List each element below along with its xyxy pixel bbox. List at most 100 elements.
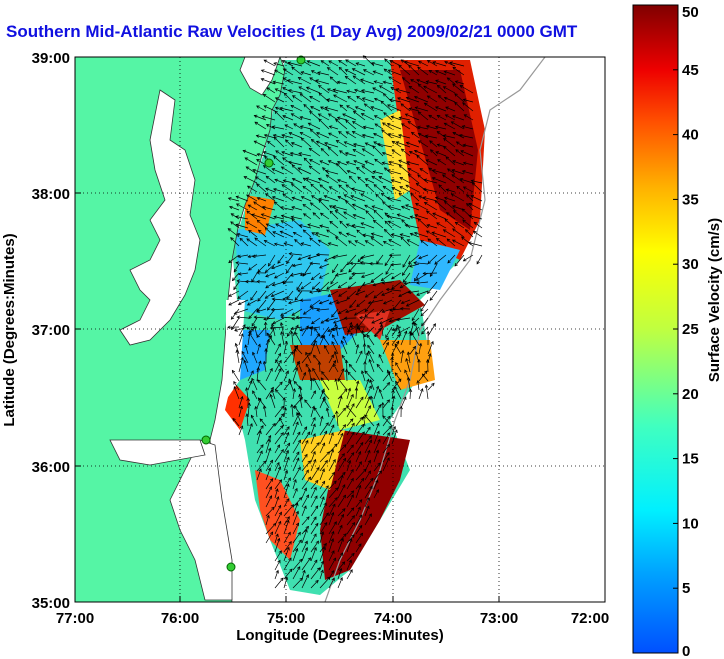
velocity-arrow [301,460,311,472]
velocity-arrow [382,415,393,427]
velocity-arrow-head [293,479,297,483]
velocity-arrow [288,161,303,166]
velocity-arrow-head [455,141,460,145]
velocity-arrow-head [341,508,346,512]
velocity-arrow [389,308,402,311]
velocity-arrow [329,221,339,229]
velocity-arrow [384,229,393,238]
velocity-arrow [346,553,355,562]
velocity-arrow-head [271,168,276,172]
velocity-arrow [444,97,456,103]
velocity-arrow-head [387,220,392,224]
velocity-arrow-head [300,242,305,246]
velocity-arrow [347,96,357,103]
velocity-arrow [360,254,375,259]
velocity-arrow-head [417,358,421,363]
velocity-arrow-head [436,84,441,89]
velocity-arrow-head [324,106,329,110]
velocity-arrow [446,238,456,247]
velocity-arrow-head [315,479,319,484]
velocity-arrow-head [237,295,241,299]
velocity-arrow [326,281,339,290]
velocity-arrow [400,233,411,238]
velocity-arrow-head [251,213,255,217]
velocity-arrow-head [381,309,386,314]
velocity-arrow-head [384,212,389,216]
velocity-arrow [319,502,327,517]
velocity-arrow [265,193,276,202]
velocity-arrow-head [370,278,375,283]
velocity-arrow-head [316,442,320,446]
velocity-arrow-head [315,79,319,83]
velocity-arrow [364,435,372,445]
velocity-arrow [256,105,267,112]
station-marker [226,562,236,572]
velocity-arrow [230,237,240,247]
velocity-arrow-head [263,317,267,321]
velocity-arrow-head [324,430,328,435]
velocity-arrow [356,299,366,307]
velocity-arrow-head [323,542,327,547]
velocity-arrow [310,423,316,436]
velocity-arrow-head [282,397,287,401]
velocity-arrow-head [275,359,279,363]
velocity-arrow [301,469,309,481]
velocity-arrow-head [277,260,281,264]
velocity-arrow [422,373,429,382]
velocity-arrow-head [357,258,361,263]
velocity-arrow-head [266,87,271,91]
velocity-arrow-head [354,387,359,391]
velocity-arrow [248,263,258,271]
velocity-arrow [263,94,276,103]
velocity-arrow [320,377,330,391]
velocity-arrow [256,159,267,166]
velocity-arrow-head [326,88,331,92]
velocity-arrow-head [309,159,313,163]
velocity-arrow [451,193,465,202]
velocity-arrow-head [388,76,392,80]
velocity-arrow-head [299,132,304,136]
velocity-arrow-head [443,196,448,201]
velocity-arrow [301,529,308,544]
velocity-arrow-head [386,457,390,461]
velocity-arrow [407,239,420,247]
velocity-arrow-head [240,356,244,361]
velocity-arrow [281,184,294,193]
velocity-arrow [324,345,330,355]
velocity-arrow [311,317,321,324]
velocity-arrow-head [340,340,344,344]
velocity-arrow [261,69,276,76]
velocity-arrow-head [358,499,363,503]
velocity-arrow [404,281,420,284]
velocity-arrow [238,254,249,258]
velocity-arrow-head [343,141,348,145]
velocity-arrow [283,516,290,526]
velocity-arrow [291,206,303,211]
velocity-arrow [283,68,294,76]
velocity-arrow-head [386,399,390,403]
velocity-arrow [361,165,375,175]
velocity-arrow [388,76,402,85]
velocity-arrow-head [348,268,352,273]
velocity-arrow [329,125,339,130]
velocity-arrow-head [373,141,377,145]
velocity-arrow-head [464,229,469,233]
velocity-arrow [382,399,390,409]
velocity-arrow [337,179,348,184]
velocity-arrow-head [303,213,307,217]
velocity-arrow [346,418,354,427]
velocity-arrow [238,425,243,436]
velocity-arrow-head [350,494,354,498]
velocity-arrow [255,176,267,184]
velocity-arrow-head [291,218,295,222]
velocity-arrow [416,79,429,85]
velocity-arrow [333,363,339,373]
velocity-arrow [303,229,312,238]
velocity-arrow [282,115,294,121]
velocity-arrow [417,174,429,184]
velocity-arrow-head [397,97,401,101]
velocity-arrow [296,412,303,427]
velocity-arrow [328,557,337,571]
velocity-arrow [335,210,348,220]
velocity-arrow-head [264,295,269,299]
